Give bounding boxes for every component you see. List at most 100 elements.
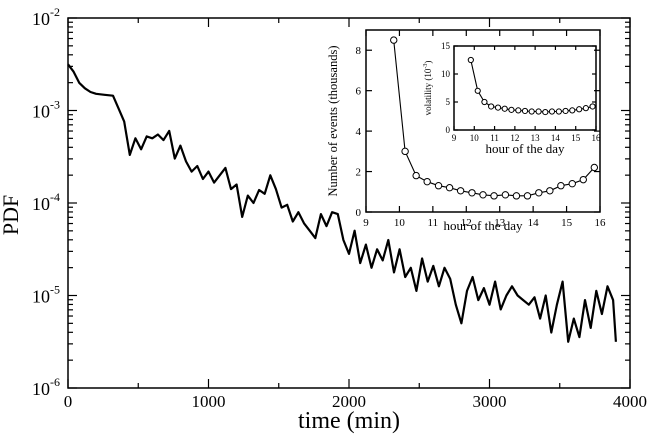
inset-volatility-marker (508, 106, 515, 113)
inset-volatility-x-axis-label: hour of the day (485, 141, 565, 156)
inset-events-x-tick-label: 16 (595, 217, 607, 229)
inset-events-y-tick-label: 8 (356, 45, 362, 57)
inset-volatility-y-axis-label-close: ) (423, 61, 433, 64)
inset-volatility-marker (589, 103, 596, 110)
inset-volatility-marker (481, 98, 488, 106)
inset-volatility-marker (488, 103, 495, 110)
inset-volatility-x-tick-label: 12 (510, 133, 519, 143)
inset-events-marker (434, 182, 443, 190)
main-series-line (67, 63, 617, 343)
main-y-tick-exponent: -3 (50, 98, 60, 112)
inset-events-frame (365, 29, 601, 213)
inset-events-marker (456, 187, 465, 195)
main-y-tick-base: 10 (32, 102, 50, 122)
inset-events-marker (479, 191, 487, 199)
main-y-tick-exponent: -6 (50, 375, 60, 389)
inset-volatility-y-axis-label-text: volatility (10 (423, 68, 433, 115)
main-y-tick-base: 10 (32, 287, 50, 307)
inset-events-y-tick-label: 4 (356, 126, 362, 138)
inset-volatility-x-tick-label: 10 (470, 133, 480, 143)
inset-volatility-marker (515, 107, 522, 114)
inset-volatility-plot: 9 10 11 12 13 14 15 16 0 5 10 15 hour of the day vola… (423, 41, 601, 156)
inset-volatility-y-tick-label: 0 (446, 125, 451, 135)
inset-events-marker (401, 147, 409, 156)
inset-volatility-marker (555, 108, 562, 115)
main-x-tick-label: 2000 (332, 392, 366, 411)
inset-volatility-marker (576, 106, 583, 113)
inset-volatility-x-tick-label: 11 (490, 133, 499, 143)
inset-events-y-axis-label: Number of events (thousands) (326, 45, 340, 196)
inset-volatility-marker (494, 104, 502, 111)
main-plot-frame (67, 17, 631, 389)
main-y-tick-label: 10-4 (32, 190, 60, 214)
main-y-tick-label: 10-2 (32, 5, 60, 29)
inset-events-marker (390, 36, 398, 44)
inset-volatility-y-tick-label: 10 (441, 69, 451, 79)
inset-volatility-marker (467, 56, 474, 64)
inset-events-marker (445, 184, 454, 192)
inset-events-x-tick-label: 11 (428, 217, 439, 229)
main-y-tick-label: 10-3 (32, 98, 60, 122)
inset-events-marker (557, 182, 565, 190)
main-y-tick-exponent: -4 (50, 190, 60, 204)
inset-events-marker (546, 187, 554, 195)
inset-volatility-x-tick-label: 9 (452, 133, 457, 143)
inset-events-x-tick-label: 10 (394, 217, 406, 229)
inset-events-x-tick-label: 15 (561, 217, 573, 229)
inset-events-x-tick-label: 14 (528, 217, 540, 229)
inset-volatility-marker (562, 107, 569, 115)
inset-volatility-marker (548, 108, 556, 115)
inset-events-marker (590, 163, 599, 172)
main-x-axis-label: time (min) (298, 408, 400, 434)
inset-events-x-tick-label: 9 (363, 217, 369, 229)
main-x-tick-label: 0 (64, 392, 73, 411)
main-x-tick-label: 3000 (473, 392, 507, 411)
inset-events-x-tick-label: 13 (494, 217, 506, 229)
inset-volatility-marker (569, 107, 576, 114)
inset-volatility-marker (542, 108, 549, 116)
inset-volatility-y-tick-label: 15 (441, 41, 451, 51)
inset-volatility-y-tick-label: 5 (446, 97, 451, 107)
inset-events-y-tick-label: 0 (356, 207, 362, 219)
main-y-tick-label: 10-6 (32, 375, 60, 399)
main-y-tick-exponent: -5 (50, 283, 60, 297)
inset-events-y-tick-label: 6 (356, 86, 362, 98)
inset-events-marker (423, 177, 431, 186)
inset-volatility-marker (521, 107, 529, 115)
main-y-tick-label: 10-5 (32, 283, 60, 307)
inset-volatility-x-tick-label: 15 (571, 133, 581, 143)
inset-volatility-x-tick-label: 14 (551, 133, 561, 143)
main-y-tick-base: 10 (32, 379, 50, 399)
main-y-tick-base: 10 (32, 9, 50, 29)
main-y-tick-base: 10 (32, 194, 50, 214)
inset-volatility-marker (528, 108, 535, 115)
inset-volatility-marker (582, 105, 589, 112)
inset-events-marker (523, 192, 532, 200)
main-x-tick-label: 4000 (613, 392, 647, 411)
inset-volatility-marker (535, 108, 542, 115)
inset-events-marker (579, 175, 587, 184)
main-y-tick-exponent: -2 (50, 5, 60, 19)
inset-events-x-axis-label: hour of the day (443, 218, 523, 233)
inset-events-marker (412, 171, 420, 180)
inset-events-x-tick-label: 12 (461, 217, 472, 229)
inset-volatility-marker (501, 105, 508, 112)
inset-events-marker (468, 189, 476, 197)
inset-volatility-x-tick-label: 13 (531, 133, 541, 143)
inset-events-marker (568, 179, 576, 188)
inset-volatility-frame (453, 45, 597, 131)
main-plot: 0 1000 2000 3000 400010-210-310-410-510-6tim… (0, 5, 647, 434)
main-x-tick-label: 1000 (192, 392, 226, 411)
inset-events-marker (490, 192, 498, 200)
inset-events-marker (512, 192, 521, 200)
inset-volatility-x-tick-label: 16 (592, 133, 602, 143)
main-y-axis-label: PDF (0, 195, 23, 235)
inset-events-marker (535, 189, 543, 197)
inset-volatility-y-axis-label: volatility (10-3) (423, 61, 433, 116)
inset-events-plot: 9 10 11 12 13 14 15 16 0 2 4 6 8 hour of the day Numbe… (326, 29, 607, 233)
inset-events-y-tick-label: 2 (356, 167, 362, 179)
inset-volatility-marker (474, 87, 481, 94)
inset-volatility-y-axis-label-exponent: -3 (423, 64, 429, 69)
inset-events-marker (501, 191, 510, 199)
